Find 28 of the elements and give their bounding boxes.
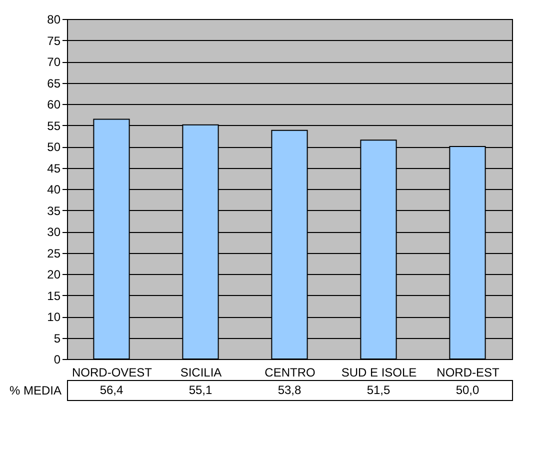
data-label: 50,0: [456, 383, 480, 397]
y-tick-label: 70: [47, 55, 61, 69]
y-tick-label: 0: [54, 352, 61, 366]
y-tick-label: 30: [47, 225, 61, 239]
y-tick-label: 20: [47, 268, 61, 282]
x-tick-label: NORD-OVEST: [72, 366, 153, 380]
y-tick-label: 35: [47, 204, 61, 218]
y-tick-label: 60: [47, 98, 61, 112]
y-tick-label: 10: [47, 310, 61, 324]
data-label: 56,4: [100, 383, 124, 397]
x-tick-label: SUD E ISOLE: [341, 366, 417, 380]
y-tick-label: 55: [47, 118, 61, 133]
y-tick-label: 5: [54, 331, 61, 346]
y-tick-label: 40: [47, 182, 61, 196]
y-tick-label: 45: [47, 161, 61, 176]
x-tick-label: NORD-EST: [436, 366, 500, 380]
text: % MEDIA: [9, 384, 62, 398]
y-tick-label: 80: [47, 12, 61, 26]
y-tick-label: 25: [47, 246, 61, 260]
data-label: 55,1: [188, 383, 212, 397]
data-label: 51,5: [366, 383, 390, 397]
y-tick-label: 75: [47, 34, 61, 48]
y-tick-label: 65: [47, 76, 61, 90]
x-tick-label: CENTRO: [264, 366, 316, 380]
x-tick-label: SICILIA: [180, 366, 222, 380]
y-tick-label: 50: [47, 140, 61, 154]
data-label: 53,8: [278, 383, 302, 397]
y-tick-label: 15: [47, 288, 61, 303]
